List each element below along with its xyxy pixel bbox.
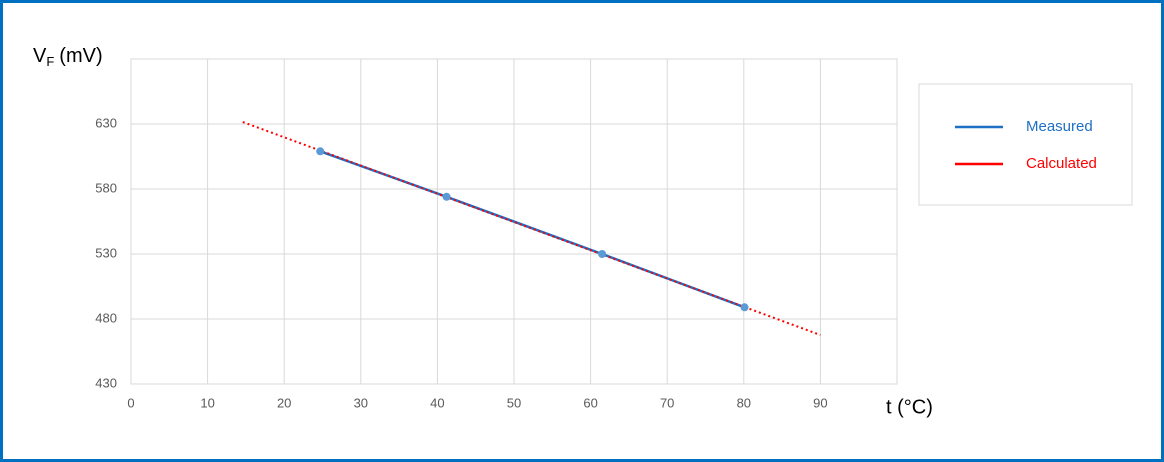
data-point — [740, 303, 749, 312]
y-label-subscript: F — [46, 54, 54, 69]
x-tick-label: 90 — [813, 395, 827, 410]
x-tick-label: 70 — [660, 395, 674, 410]
y-axis-label: VF (mV) — [33, 45, 103, 69]
legend — [918, 83, 1133, 206]
series-line — [319, 150, 746, 309]
x-axis-label: t (°C) — [886, 396, 933, 418]
x-tick-label: 80 — [737, 395, 751, 410]
legend-label: Calculated — [1026, 155, 1097, 172]
y-tick-label: 480 — [95, 310, 117, 325]
x-tick-label: 20 — [277, 395, 291, 410]
data-point — [316, 147, 325, 156]
y-label-unit: (mV) — [59, 45, 102, 67]
y-label-symbol: V — [33, 45, 47, 67]
legend-label: Measured — [1026, 118, 1093, 135]
data-point — [598, 250, 607, 258]
x-tick-label: 60 — [583, 395, 597, 410]
x-tick-label: 10 — [200, 395, 214, 410]
y-tick-label: 630 — [95, 115, 117, 130]
x-tick-label: 0 — [127, 395, 134, 410]
x-tick-label: 50 — [507, 395, 521, 410]
data-point — [442, 192, 451, 201]
x-tick-label: 40 — [430, 395, 444, 410]
y-tick-label: 580 — [95, 180, 117, 195]
x-tick-label: 30 — [354, 395, 368, 410]
y-tick-label: 430 — [95, 375, 117, 390]
y-tick-label: 530 — [95, 245, 117, 260]
